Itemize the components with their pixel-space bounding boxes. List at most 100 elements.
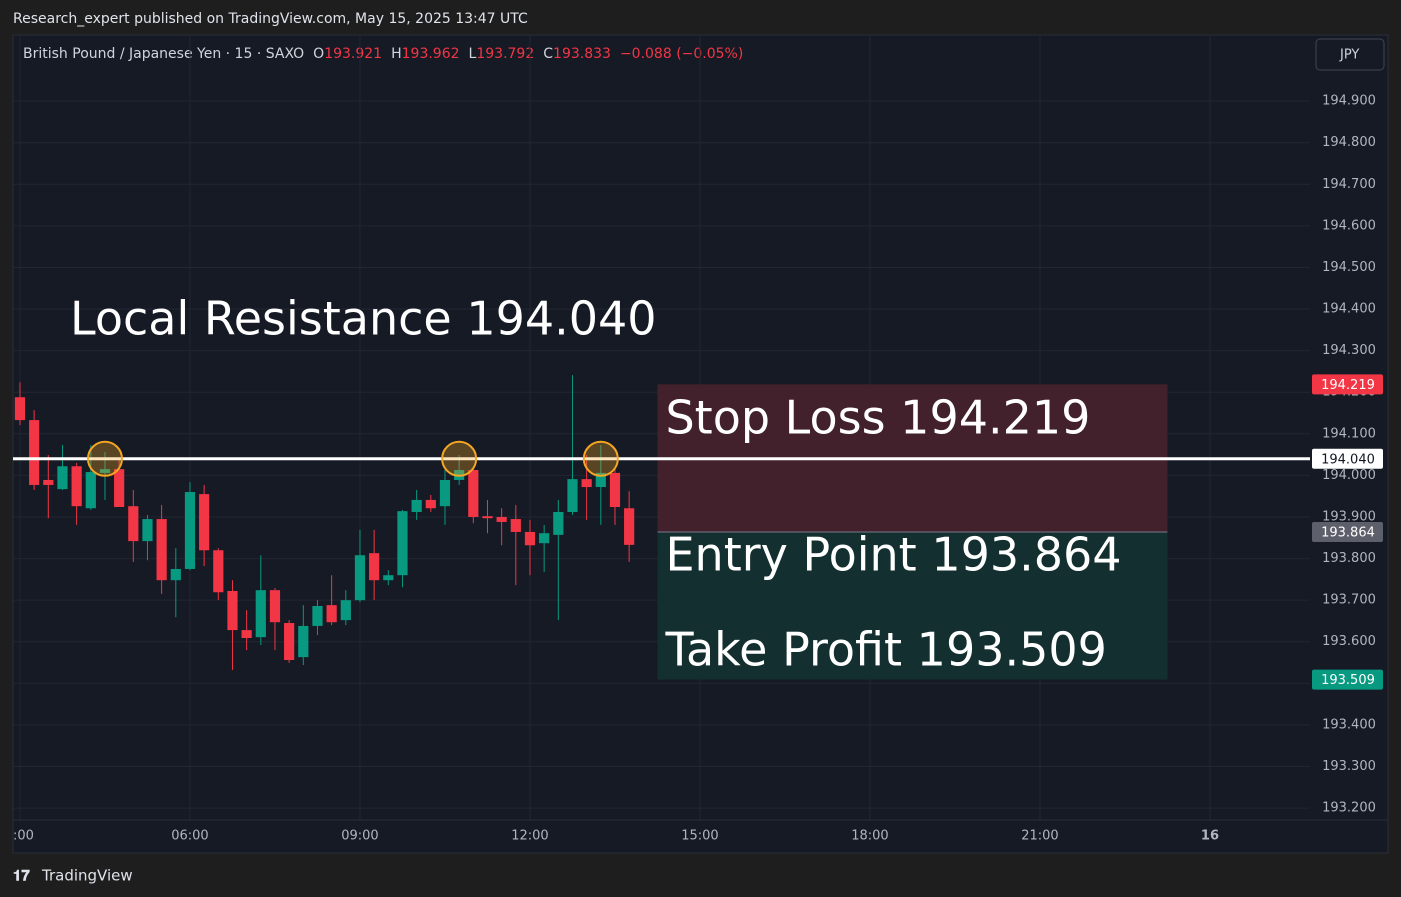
candle-body [284,623,295,661]
y-tick-label: 194.700 [1322,177,1376,192]
touch-marker [441,440,478,477]
ohlc-key: O [313,46,324,62]
candle-body [496,516,507,522]
entry-text: Entry Point 193.864 [665,528,1121,582]
price-tag-label: 193.864 [1321,525,1375,540]
y-tick-label: 193.800 [1322,551,1376,566]
price-tag [1312,374,1383,395]
publish-header: Research_expert published on TradingView… [13,11,528,27]
touch-marker [86,440,123,477]
x-tick-label: 12:00 [511,829,548,844]
currency-button[interactable] [1315,38,1385,71]
x-tick-label: 09:00 [341,829,378,844]
target-zone [657,531,1168,680]
currency[interactable]: JPY [1339,48,1359,63]
candle-body [312,605,323,626]
candle-body [57,466,68,490]
change: −0.088 (−0.05%) [620,46,743,62]
candle-body [425,499,436,509]
x-tick-label: :00 [13,829,34,844]
candle-body [227,591,238,631]
candle-body [298,625,309,658]
x-tick-label: 16 [1201,829,1219,844]
price-tag [1312,448,1383,469]
candle-body [439,479,451,507]
ohlc-value: 193.792 [476,46,534,62]
ohlc-value: 193.833 [553,46,611,62]
candle-body [241,630,252,638]
logo: 𝟏𝟕 [13,867,30,885]
x-tick-label: 21:00 [1021,829,1058,844]
y-tick-label: 193.600 [1322,634,1376,649]
touch-marker [582,440,619,477]
candle-body [85,472,96,509]
candle-body [354,555,366,601]
candle-body [43,479,54,485]
candle-body [581,479,592,488]
ohlc-value: 193.962 [402,46,460,62]
candle-body [482,516,493,519]
y-tick-label: 193.700 [1322,593,1376,608]
candle-body [609,472,621,508]
ohlc-key: H [391,46,402,62]
symbol: British Pound / Japanese Yen · 15 · SAXO [23,46,304,62]
price-tag [1312,669,1383,690]
candle-body [510,519,521,532]
candle-body [255,590,266,638]
x-tick-label: 06:00 [171,829,208,844]
candle-body [213,550,224,593]
candle-body [397,511,408,576]
candle-body [170,568,181,581]
candle-body [156,519,167,581]
legend-text: British Pound / Japanese Yen · 15 · SAXO… [23,46,743,62]
logo-mark: 𝟏𝟕 [13,867,30,885]
candle-body [142,519,153,542]
y-tick-label: 194.500 [1322,260,1376,275]
candle-body [114,469,125,508]
candle-body [539,533,550,544]
logo-text: TradingView [41,867,133,885]
x-tick-label: 18:00 [851,829,888,844]
candle-body [595,472,606,488]
y-tick-label: 194.000 [1322,468,1376,483]
x-tick-label: 15:00 [681,829,718,844]
candle-body [199,494,210,551]
y-tick-label: 194.900 [1322,94,1376,109]
candle-body [369,553,380,581]
candle-body [567,479,578,512]
legend: British Pound / Japanese Yen · 15 · SAXO… [23,46,743,62]
ohlc-key: L [469,46,477,62]
price-tag-label: 193.509 [1321,673,1375,688]
candle-body [326,605,337,623]
candle-body [468,469,479,517]
candle-body [524,531,536,546]
candle-body [269,590,281,623]
y-tick-label: 193.900 [1322,509,1376,524]
y-tick-label: 194.300 [1322,343,1376,358]
candle-body [14,397,26,421]
price-tag [1312,521,1383,542]
price-tag-label: 194.219 [1321,378,1375,393]
y-tick-label: 193.300 [1322,759,1376,774]
y-tick-label: 194.600 [1322,218,1376,233]
ohlc-key: C [543,46,553,62]
y-tick-label: 193.400 [1322,717,1376,732]
candle-body [340,600,351,621]
price-tag-label: 194.040 [1321,452,1375,467]
candle-body [29,420,40,485]
candle-body [71,466,82,507]
target-text: Take Profit 193.509 [664,623,1106,677]
candle-body [99,469,111,473]
ohlc-value: 193.921 [324,46,382,62]
candle-body [128,506,139,542]
candle-body [383,575,394,581]
candle-body [624,508,635,545]
y-tick-label: 194.400 [1322,302,1376,317]
y-tick-label: 193.200 [1322,801,1376,816]
candle-body [411,499,422,512]
stop-text: Stop Loss 194.219 [665,391,1090,445]
candle-body [553,511,564,535]
resistance-text: Local Resistance 194.040 [70,292,657,346]
